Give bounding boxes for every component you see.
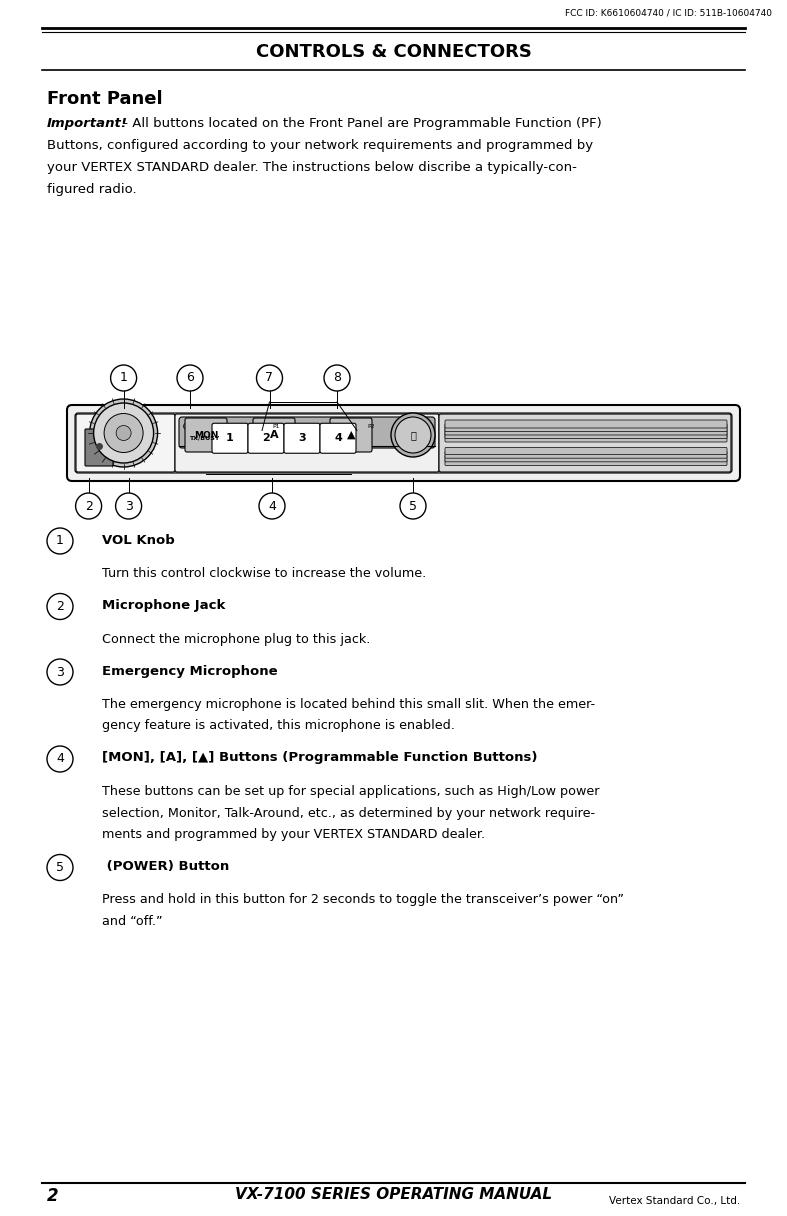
Text: Cᴏᴇᴛʀᴏʟs & Cᴏᴇᴇᴇᴊᴛᴏʀᴘ: Cᴏᴇᴛʀᴏʟs & Cᴏᴇᴇᴇᴊᴛᴏʀᴘ [280, 43, 507, 61]
Text: Emergency Microphone: Emergency Microphone [102, 664, 278, 677]
Text: CONTROLS & CONNECTORS: CONTROLS & CONNECTORS [256, 43, 531, 61]
FancyBboxPatch shape [76, 413, 175, 472]
FancyBboxPatch shape [179, 417, 435, 447]
Circle shape [47, 659, 73, 685]
Text: 1: 1 [56, 535, 64, 547]
Text: 2: 2 [262, 433, 270, 444]
Circle shape [104, 413, 143, 452]
Text: Important!: Important! [47, 117, 127, 130]
FancyBboxPatch shape [445, 430, 727, 439]
Text: FCC ID: K6610604740 / IC ID: 511B-10604740: FCC ID: K6610604740 / IC ID: 511B-106047… [565, 9, 772, 17]
Circle shape [259, 492, 285, 519]
Text: VOL Knob: VOL Knob [102, 534, 175, 546]
Circle shape [47, 593, 73, 619]
Circle shape [395, 417, 431, 454]
Text: 5: 5 [409, 500, 417, 512]
Text: The emergency microphone is located behind this small slit. When the emer-: The emergency microphone is located behi… [102, 698, 595, 711]
FancyBboxPatch shape [445, 447, 727, 455]
FancyBboxPatch shape [67, 405, 740, 482]
Circle shape [76, 492, 102, 519]
FancyBboxPatch shape [439, 413, 731, 472]
Text: [MON], [A], [▲] Buttons (Programmable Function Buttons): [MON], [A], [▲] Buttons (Programmable Fu… [102, 751, 538, 765]
Text: VX-7100 Sᴇʀɪᴇs Oᴘᴇʀᴀᴛɪᴇɢ Mᴀᴇᴜᴀʟ: VX-7100 Sᴇʀɪᴇs Oᴘᴇʀᴀᴛɪᴇɢ Mᴀᴇᴜᴀʟ [237, 1187, 550, 1205]
FancyBboxPatch shape [284, 423, 320, 454]
Text: Press and hold in this button for 2 seconds to toggle the transceiver’s power “o: Press and hold in this button for 2 seco… [102, 894, 624, 906]
Circle shape [257, 365, 283, 392]
Text: 2: 2 [56, 599, 64, 613]
FancyBboxPatch shape [320, 423, 356, 454]
FancyBboxPatch shape [349, 421, 365, 430]
FancyBboxPatch shape [248, 423, 284, 454]
Text: P2: P2 [367, 423, 375, 429]
FancyBboxPatch shape [445, 420, 727, 428]
Text: - All buttons located on the Front Panel are Programmable Function (PF): - All buttons located on the Front Panel… [119, 117, 602, 130]
Text: 4: 4 [56, 753, 64, 766]
Text: P1: P1 [272, 423, 279, 429]
Text: 7: 7 [265, 372, 274, 384]
Circle shape [324, 365, 350, 392]
Circle shape [116, 492, 142, 519]
Text: figured radio.: figured radio. [47, 182, 137, 196]
Text: 4: 4 [268, 500, 276, 512]
Text: 3: 3 [124, 500, 132, 512]
Circle shape [47, 855, 73, 880]
FancyBboxPatch shape [254, 421, 270, 430]
Text: your VERTEX STANDARD dealer. The instructions below discribe a typically-con-: your VERTEX STANDARD dealer. The instruc… [47, 161, 577, 174]
Circle shape [94, 402, 153, 463]
Circle shape [183, 423, 190, 429]
Circle shape [90, 399, 157, 467]
Text: Microphone Jack: Microphone Jack [102, 599, 225, 612]
FancyBboxPatch shape [445, 423, 727, 432]
FancyBboxPatch shape [253, 418, 295, 452]
FancyBboxPatch shape [445, 427, 727, 435]
Text: MON: MON [194, 430, 218, 439]
Circle shape [111, 365, 137, 392]
FancyBboxPatch shape [445, 455, 727, 462]
Text: 1: 1 [120, 372, 127, 384]
Text: gency feature is activated, this microphone is enabled.: gency feature is activated, this microph… [102, 720, 455, 732]
Text: A: A [270, 430, 279, 440]
Text: ▲: ▲ [347, 430, 355, 440]
Text: 5: 5 [56, 861, 64, 874]
Text: 3: 3 [56, 665, 64, 679]
Circle shape [116, 426, 131, 440]
FancyBboxPatch shape [185, 418, 227, 452]
Text: (POWER) Button: (POWER) Button [102, 860, 229, 873]
FancyBboxPatch shape [85, 429, 113, 466]
FancyBboxPatch shape [212, 423, 248, 454]
Text: 2: 2 [85, 500, 93, 512]
Text: Vertex Standard Co., Ltd.: Vertex Standard Co., Ltd. [609, 1197, 740, 1206]
FancyBboxPatch shape [330, 418, 372, 452]
Text: and “off.”: and “off.” [102, 914, 163, 928]
Text: TX/BUSY: TX/BUSY [189, 435, 220, 440]
Text: ⏻: ⏻ [410, 430, 416, 440]
Text: selection, Monitor, Talk-Around, etc., as determined by your network require-: selection, Monitor, Talk-Around, etc., a… [102, 806, 595, 820]
Circle shape [391, 413, 435, 457]
FancyBboxPatch shape [445, 434, 727, 441]
FancyBboxPatch shape [445, 451, 727, 458]
Circle shape [47, 528, 73, 554]
Circle shape [177, 365, 203, 392]
Text: VX-7100 SERIES OPERATING MANUAL: VX-7100 SERIES OPERATING MANUAL [235, 1187, 552, 1201]
Circle shape [400, 492, 426, 519]
Text: 1: 1 [226, 433, 234, 444]
Text: Front Panel: Front Panel [47, 90, 163, 108]
Text: ments and programmed by your VERTEX STANDARD dealer.: ments and programmed by your VERTEX STAN… [102, 828, 485, 841]
Text: Buttons, configured according to your network requirements and programmed by: Buttons, configured according to your ne… [47, 139, 593, 152]
Text: 4: 4 [334, 433, 342, 444]
Text: 3: 3 [298, 433, 306, 444]
Text: Turn this control clockwise to increase the volume.: Turn this control clockwise to increase … [102, 567, 427, 580]
Text: Connect the microphone plug to this jack.: Connect the microphone plug to this jack… [102, 632, 371, 646]
Text: 6: 6 [186, 372, 194, 384]
Text: These buttons can be set up for special applications, such as High/Low power: These buttons can be set up for special … [102, 786, 600, 798]
Text: 8: 8 [333, 372, 341, 384]
Circle shape [47, 745, 73, 772]
FancyBboxPatch shape [75, 413, 732, 473]
FancyBboxPatch shape [445, 458, 727, 466]
FancyBboxPatch shape [175, 413, 439, 472]
Text: 2: 2 [47, 1187, 58, 1205]
